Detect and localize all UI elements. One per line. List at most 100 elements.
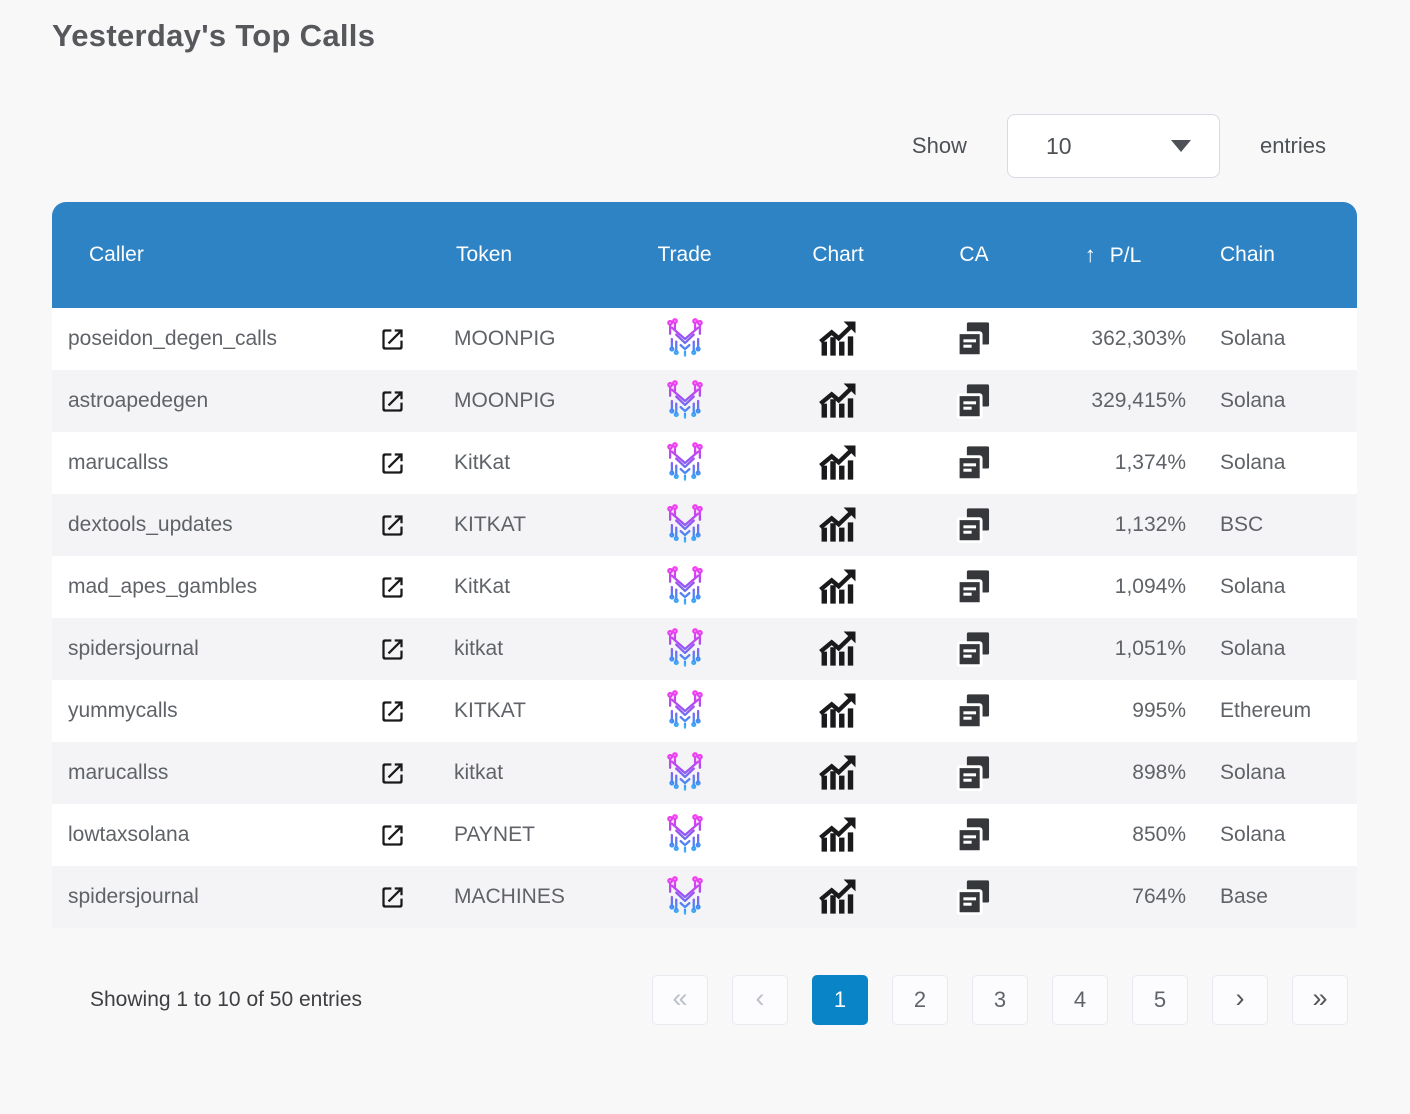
external-link-icon[interactable] — [379, 822, 406, 849]
maestro-trade-icon[interactable] — [664, 566, 706, 608]
external-link-icon[interactable] — [379, 388, 406, 415]
page-button-5[interactable]: 5 — [1132, 975, 1188, 1025]
chart-trending-up-icon[interactable] — [817, 380, 859, 422]
caller-name: poseidon_degen_calls — [68, 327, 278, 350]
chart-trending-up-icon[interactable] — [817, 504, 859, 546]
pl-value: 995% — [1132, 699, 1187, 722]
maestro-trade-icon[interactable] — [664, 814, 706, 856]
copy-contract-address-icon[interactable] — [955, 630, 993, 668]
copy-contract-address-icon[interactable] — [955, 568, 993, 606]
chart-trending-up-icon[interactable] — [817, 566, 859, 608]
caller-name: mad_apes_gambles — [68, 575, 258, 598]
next-page-button[interactable]: › — [1212, 975, 1268, 1025]
chart-trending-up-icon[interactable] — [817, 442, 859, 484]
external-link-icon[interactable] — [379, 636, 406, 663]
chain-name: Solana — [1220, 389, 1286, 412]
caller-name: astroapedegen — [68, 389, 209, 412]
chart-trending-up-icon[interactable] — [817, 318, 859, 360]
chart-trending-up-icon[interactable] — [817, 814, 859, 856]
token-name: MACHINES — [454, 885, 565, 908]
copy-contract-address-icon[interactable] — [955, 382, 993, 420]
copy-contract-address-icon[interactable] — [955, 506, 993, 544]
maestro-trade-icon[interactable] — [664, 876, 706, 918]
copy-contract-address-icon[interactable] — [955, 816, 993, 854]
maestro-trade-icon[interactable] — [664, 442, 706, 484]
maestro-trade-icon[interactable] — [664, 504, 706, 546]
chain-name: Solana — [1220, 327, 1286, 350]
token-name: MOONPIG — [454, 327, 556, 350]
page-size-select[interactable]: 10 — [1006, 114, 1220, 178]
external-link-icon[interactable] — [379, 512, 406, 539]
table-row: marucallss kitkat — [52, 742, 1358, 804]
maestro-trade-icon[interactable] — [664, 752, 706, 794]
column-header-ca[interactable]: CA — [934, 202, 1015, 308]
sort-ascending-icon: ↑ — [1084, 242, 1096, 267]
caller-name: spidersjournal — [68, 885, 199, 908]
external-link-icon[interactable] — [379, 698, 406, 725]
column-header-caller[interactable]: Caller — [52, 202, 443, 308]
caller-name: lowtaxsolana — [68, 823, 190, 846]
chain-name: Ethereum — [1220, 699, 1312, 722]
table-row: yummycalls KITKAT — [52, 680, 1358, 742]
maestro-trade-icon[interactable] — [664, 380, 706, 422]
page-button-3[interactable]: 3 — [972, 975, 1028, 1025]
table-row: dextools_updates KITKAT — [52, 494, 1358, 556]
external-link-icon[interactable] — [379, 884, 406, 911]
column-header-chart[interactable]: Chart — [742, 202, 935, 308]
token-name: MOONPIG — [454, 389, 556, 412]
first-page-button[interactable]: « — [652, 975, 708, 1025]
table-row: mad_apes_gambles KitKat — [52, 556, 1358, 618]
column-header-pl-label: P/L — [1109, 244, 1142, 267]
column-header-chain[interactable]: Chain — [1212, 202, 1358, 308]
table-row: marucallss KitKat — [52, 432, 1358, 494]
copy-contract-address-icon[interactable] — [955, 320, 993, 358]
external-link-icon[interactable] — [379, 326, 406, 353]
pl-value: 764% — [1132, 885, 1187, 908]
chain-name: Solana — [1220, 637, 1286, 660]
copy-contract-address-icon[interactable] — [955, 878, 993, 916]
caller-name: spidersjournal — [68, 637, 199, 660]
column-header-token[interactable]: Token — [442, 202, 628, 308]
chart-trending-up-icon[interactable] — [817, 752, 859, 794]
chart-trending-up-icon[interactable] — [817, 876, 859, 918]
pl-value: 1,132% — [1114, 513, 1187, 536]
chart-trending-up-icon[interactable] — [817, 690, 859, 732]
page-button-1[interactable]: 1 — [812, 975, 868, 1025]
column-header-pl[interactable]: ↑ P/L — [1014, 202, 1213, 308]
chain-name: Base — [1220, 885, 1268, 908]
maestro-trade-icon[interactable] — [664, 318, 706, 360]
external-link-icon[interactable] — [379, 760, 406, 787]
show-label: Show — [911, 133, 967, 158]
page-button-4[interactable]: 4 — [1052, 975, 1108, 1025]
caller-name: yummycalls — [68, 699, 178, 722]
copy-contract-address-icon[interactable] — [955, 754, 993, 792]
pl-value: 850% — [1132, 823, 1187, 846]
page-title: Yesterday's Top Calls — [52, 18, 376, 53]
prev-page-button[interactable]: ‹ — [732, 975, 788, 1025]
chain-name: Solana — [1220, 451, 1286, 474]
pl-value: 1,051% — [1114, 637, 1187, 660]
external-link-icon[interactable] — [379, 450, 406, 477]
table-row: spidersjournal kitkat — [52, 618, 1358, 680]
table-row: astroapedegen MOONPIG — [52, 370, 1358, 432]
copy-contract-address-icon[interactable] — [955, 444, 993, 482]
chart-trending-up-icon[interactable] — [817, 628, 859, 670]
column-header-trade[interactable]: Trade — [627, 202, 743, 308]
chain-name: Solana — [1220, 823, 1286, 846]
last-page-button[interactable]: » — [1292, 975, 1348, 1025]
token-name: KitKat — [454, 575, 511, 598]
page-size-value: 10 — [1045, 132, 1072, 159]
maestro-trade-icon[interactable] — [664, 690, 706, 732]
caret-down-icon — [1170, 140, 1191, 152]
page-button-2[interactable]: 2 — [892, 975, 948, 1025]
pl-value: 362,303% — [1091, 327, 1187, 350]
chain-name: BSC — [1220, 513, 1264, 536]
copy-contract-address-icon[interactable] — [955, 692, 993, 730]
table-row: spidersjournal MACHINES — [52, 866, 1358, 928]
token-name: kitkat — [454, 761, 504, 784]
external-link-icon[interactable] — [379, 574, 406, 601]
caller-name: marucallss — [68, 451, 169, 474]
entries-label: entries — [1259, 133, 1326, 158]
table-length-controls: Show 10 entries — [0, 114, 1326, 178]
maestro-trade-icon[interactable] — [664, 628, 706, 670]
